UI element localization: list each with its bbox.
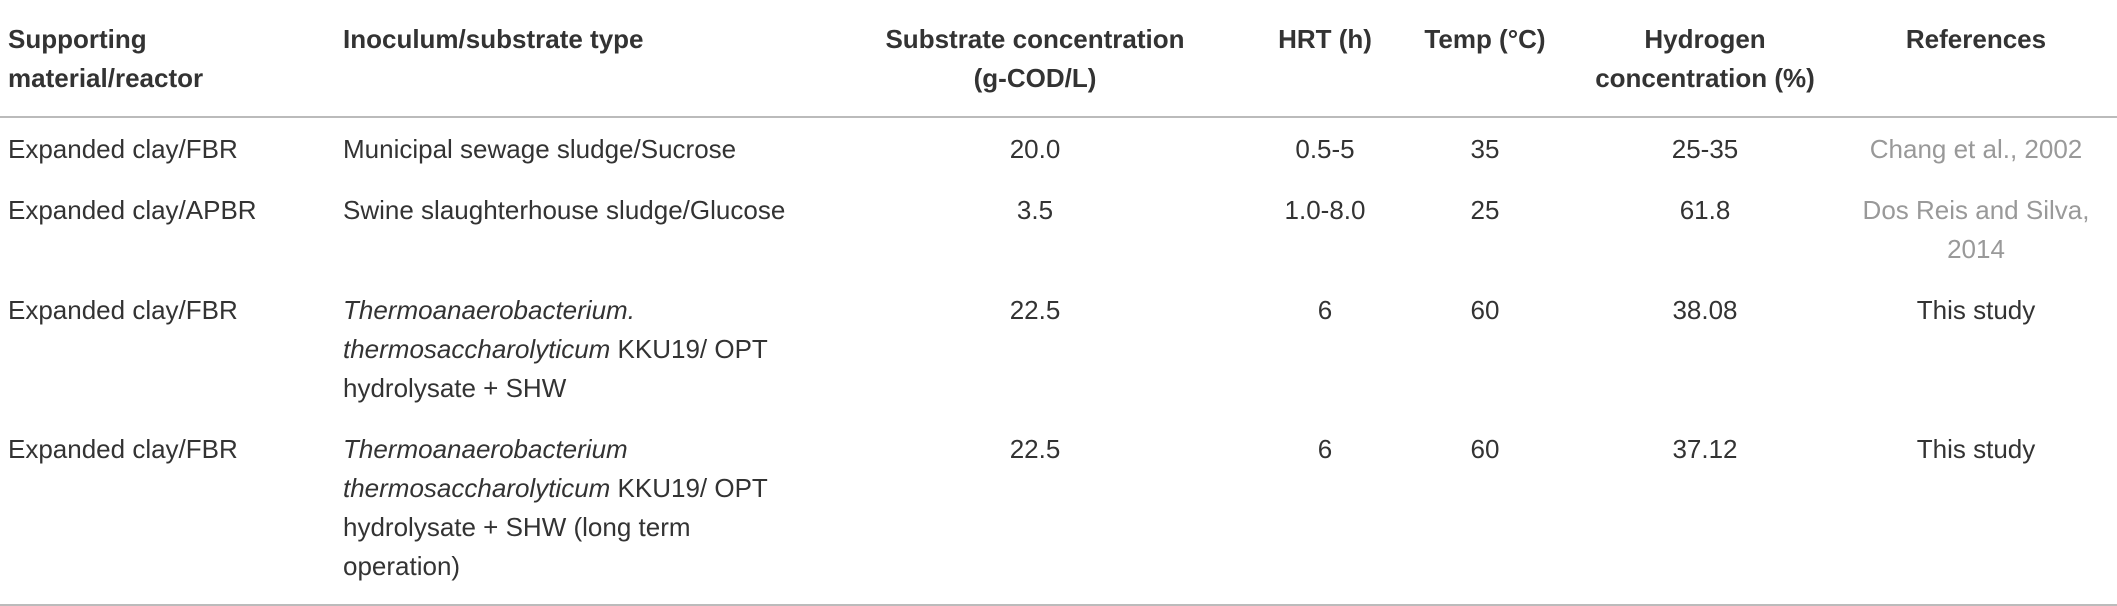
table-cell: Expanded clay/APBR: [8, 195, 257, 225]
table-cell: Expanded clay/FBR: [0, 418, 335, 606]
table-cell: 6: [1317, 295, 1333, 325]
table-cell: 1.0-8.0: [1284, 195, 1366, 225]
table-cell: This study: [1916, 295, 2036, 325]
table-cell: 35: [1470, 134, 1500, 164]
header-cell: Hydrogen concentration (%): [1575, 0, 1835, 118]
plain-text: KKU19/ OPT hydrolysate + SHW: [343, 334, 768, 403]
header-cell: Temp (°C): [1395, 0, 1575, 118]
table-cell: 25: [1470, 195, 1500, 225]
table-cell: 25-35: [1671, 134, 1739, 164]
table-cell: 60: [1470, 295, 1500, 325]
table-cell: 22.5: [815, 418, 1255, 606]
table-cell: 3.5: [1016, 195, 1054, 225]
reference-link[interactable]: Dos Reis and Silva, 2014: [1862, 195, 2090, 264]
table-row: Expanded clay/FBR Thermoanaerobacterium. …: [0, 279, 2117, 418]
table-cell: 6: [1255, 418, 1395, 606]
table-body: Expanded clay/FBR Municipal sewage sludge…: [0, 117, 2117, 606]
table-cell: 37.12: [1575, 418, 1835, 606]
table-cell: Expanded clay/FBR: [8, 295, 238, 325]
table-cell: 20.0: [1009, 134, 1061, 164]
table-cell: 22.5: [1009, 295, 1061, 325]
table-row: Expanded clay/FBR Municipal sewage sludge…: [0, 117, 2117, 179]
header-cell: Supporting material/reactor: [0, 0, 335, 118]
table-cell: Thermoanaerobacterium thermosaccharolyti…: [335, 418, 815, 606]
table-cell: Thermoanaerobacterium. thermosaccharolyt…: [335, 279, 815, 418]
table-cell: 60: [1395, 418, 1575, 606]
table-cell: This study: [1835, 418, 2117, 606]
table-cell: 38.08: [1672, 295, 1738, 325]
header-cell: Inoculum/substrate type: [335, 0, 815, 118]
header-cell: HRT (h): [1255, 0, 1395, 118]
reference-link[interactable]: Chang et al., 2002: [1869, 134, 2083, 164]
table-row: Expanded clay/FBR Thermoanaerobacterium t…: [0, 418, 2117, 606]
italic-text: Thermoanaerobacterium. thermosaccharolyt…: [343, 295, 635, 364]
header-cell: Substrate concentration (g-COD/L): [815, 0, 1255, 118]
table-cell: Municipal sewage sludge/Sucrose: [343, 134, 737, 164]
table-cell: Swine slaughterhouse sludge/Glucose: [343, 195, 786, 225]
table-cell: 0.5-5: [1295, 134, 1355, 164]
table-row: Expanded clay/APBR Swine slaughterhouse s…: [0, 179, 2117, 279]
header-cell: References: [1835, 0, 2117, 118]
table-cell: 61.8: [1679, 195, 1731, 225]
italic-text: Thermoanaerobacterium thermosaccharolyti…: [343, 434, 628, 503]
table-cell: Expanded clay/FBR: [8, 134, 238, 164]
header-row: Supporting material/reactor Inoculum/sub…: [0, 0, 2117, 118]
